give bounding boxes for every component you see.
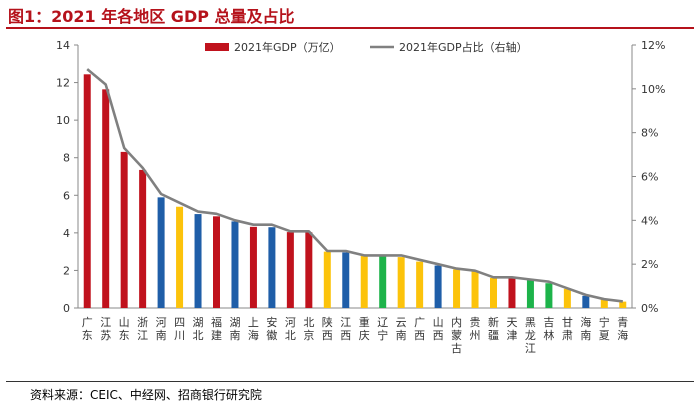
right-tick-label: 8%: [641, 127, 658, 140]
bar-广西: [416, 261, 424, 308]
chart-legend: 2021年GDP（万亿） 2021年GDP占比（右轴）: [205, 40, 528, 54]
category-label-福建: 福建: [211, 315, 222, 342]
category-label-广东: 广东: [82, 316, 93, 342]
category-label-甘肃: 甘肃: [562, 316, 573, 342]
bar-陕西: [323, 251, 331, 308]
left-tick-label: 2: [63, 264, 70, 277]
category-label-湖北: 湖北: [193, 316, 204, 342]
bar-吉林: [545, 283, 553, 308]
category-label-四川: 四川: [174, 316, 185, 342]
category-label-重庆: 重庆: [359, 315, 370, 342]
title-divider: [6, 27, 694, 29]
bar-海南: [582, 295, 590, 308]
bar-安徽: [268, 227, 276, 308]
chart-share-line: [86, 68, 623, 303]
left-tick-label: 14: [56, 39, 70, 52]
gdp-chart: 0 2 4 6 8 10 12 14 0% 2% 4% 6% 8% 10% 12% 广东江苏山东浙江河南四川…: [56, 39, 665, 355]
category-label-海南: 海南: [580, 315, 591, 342]
chart-axes: 0 2 4 6 8 10 12 14 0% 2% 4% 6% 8% 10% 12%: [56, 39, 665, 315]
bar-江苏: [102, 89, 110, 308]
category-label-山东: 山东: [119, 316, 130, 342]
left-tick-label: 8: [63, 152, 70, 165]
legend-bar-swatch: [205, 43, 229, 51]
left-tick-label: 0: [63, 302, 70, 315]
category-label-湖南: 湖南: [229, 316, 240, 342]
bar-宁夏: [600, 299, 608, 308]
share-line: [86, 68, 623, 303]
left-tick-label: 4: [63, 227, 70, 240]
category-label-河南: 河南: [156, 316, 167, 342]
bar-湖北: [194, 214, 202, 308]
bar-山西: [434, 265, 442, 308]
bar-甘肃: [563, 288, 571, 308]
chart-bars: [83, 74, 627, 308]
category-label-青海: 青海: [617, 316, 628, 342]
right-tick-label: 2%: [641, 258, 658, 271]
bar-湖南: [231, 221, 239, 308]
category-label-江苏: 江苏: [100, 316, 111, 342]
category-label-云南: 云南: [396, 316, 407, 342]
category-label-上海: 上海: [248, 316, 259, 342]
right-tick-label: 10%: [641, 83, 665, 96]
bar-河南: [157, 197, 165, 308]
category-label-河北: 河北: [285, 316, 296, 342]
category-label-天津: 天津: [506, 316, 517, 342]
category-label-陕西: 陕西: [322, 315, 333, 342]
bar-四川: [176, 206, 184, 308]
bar-贵州: [471, 271, 479, 308]
bar-重庆: [360, 255, 368, 308]
bar-黑龙江: [526, 280, 534, 308]
right-tick-label: 6%: [641, 171, 658, 184]
category-label-新疆: 新疆: [488, 315, 499, 342]
source-divider: [6, 381, 694, 382]
category-label-内蒙古: 内蒙古: [451, 315, 462, 355]
chart-category-labels: 广东江苏山东浙江河南四川湖北福建湖南上海安徽河北北京陕西江西重庆辽宁云南广西山西…: [82, 315, 629, 355]
category-label-浙江: 浙江: [137, 316, 148, 342]
category-label-江西: 江西: [340, 316, 351, 342]
left-tick-label: 12: [56, 77, 70, 90]
bar-广东: [83, 74, 91, 308]
bar-辽宁: [379, 256, 387, 308]
bar-江西: [342, 252, 350, 308]
right-tick-label: 0%: [641, 302, 658, 315]
category-label-黑龙江: 黑龙江: [525, 316, 536, 355]
page-title: 图1：2021 年各地区 GDP 总量及占比: [8, 7, 295, 26]
right-tick-label: 12%: [641, 39, 665, 52]
right-tick-label: 4%: [641, 214, 658, 227]
category-label-广西: 广西: [414, 316, 425, 342]
bar-福建: [213, 216, 220, 308]
category-label-山西: 山西: [433, 316, 444, 342]
category-label-安徽: 安徽: [266, 315, 277, 342]
left-tick-label: 10: [56, 114, 70, 127]
bar-山东: [120, 151, 128, 308]
legend-bar-label: 2021年GDP（万亿）: [234, 40, 341, 54]
bar-河北: [286, 232, 294, 308]
left-tick-label: 6: [63, 189, 70, 202]
category-label-贵州: 贵州: [470, 316, 481, 342]
bar-云南: [397, 257, 405, 308]
bar-青海: [619, 301, 627, 308]
bar-新疆: [490, 277, 497, 308]
bar-北京: [305, 232, 313, 308]
category-label-宁夏: 宁夏: [599, 315, 610, 342]
legend-line-label: 2021年GDP占比（右轴）: [399, 40, 528, 54]
bar-天津: [508, 278, 516, 308]
bar-内蒙古: [453, 269, 461, 308]
source-note: 资料来源：CEIC、中经网、招商银行研究院: [30, 388, 262, 402]
category-label-辽宁: 辽宁: [377, 316, 388, 342]
bar-浙江: [139, 169, 147, 308]
category-label-吉林: 吉林: [543, 316, 554, 342]
bar-上海: [249, 226, 257, 308]
category-label-北京: 北京: [303, 316, 314, 342]
